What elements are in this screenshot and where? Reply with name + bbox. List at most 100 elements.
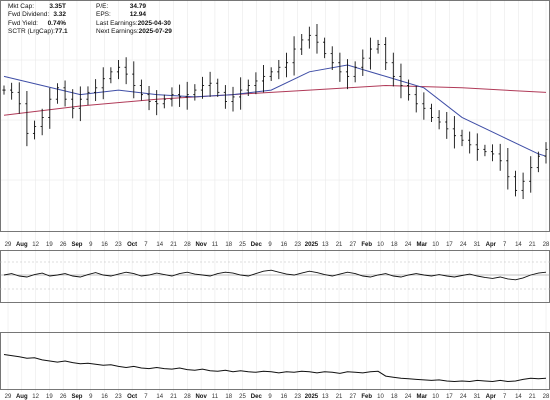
x-tick-label: 13	[322, 394, 329, 400]
price-bar	[2, 85, 6, 95]
price-bar	[78, 86, 82, 122]
price-bar	[132, 61, 136, 99]
x-tick-label: 14	[515, 394, 522, 400]
x-tick-label: 9	[268, 394, 272, 400]
x-tick-label: 21	[529, 242, 536, 248]
x-tick-label: 11	[212, 242, 219, 248]
x-tick-label: 2025	[305, 394, 319, 400]
price-bar	[239, 77, 243, 110]
price-bar	[71, 89, 75, 119]
x-tick-label: 21	[336, 394, 343, 400]
x-tick-label: 18	[391, 242, 398, 248]
price-bar	[406, 79, 411, 101]
price-bar	[155, 90, 159, 116]
stats-panel-left: Mkt Cap: 3.35T Fwd Dividend: 3.32 Fwd Yiel…	[8, 3, 68, 37]
x-tick-label: 16	[101, 394, 108, 400]
x-tick-label: 29	[5, 394, 12, 400]
price-bar	[300, 33, 304, 55]
x-tick-label: Aug	[16, 242, 28, 248]
x-tick-label: Oct	[127, 394, 137, 400]
price-bar	[353, 61, 357, 83]
stat-market-cap: Mkt Cap: 3.35T	[8, 3, 66, 10]
x-tick-label: 14	[156, 242, 163, 248]
price-bar	[345, 59, 350, 90]
x-axis-ticks: 29 Aug 12 19 26 Sep 9 16 23 Oct 7 14 21 28 Nov 11 18 25 De…	[5, 242, 550, 248]
price-bar	[254, 72, 258, 95]
x-tick-label: 10	[432, 394, 439, 400]
price-bar	[170, 87, 174, 107]
price-bar	[315, 23, 319, 54]
price-bar	[399, 63, 403, 99]
x-tick-label: 16	[281, 394, 288, 400]
x-tick-label: 18	[391, 394, 398, 400]
x-tick-label: 23	[294, 242, 301, 248]
x-tick-label: 19	[46, 394, 53, 400]
x-tick-label: 9	[89, 394, 93, 400]
indicator-1-line	[3, 269, 547, 281]
x-tick-label: 26	[60, 242, 67, 248]
price-bar	[330, 46, 334, 71]
price-bar	[437, 110, 441, 130]
price-bar	[116, 59, 121, 80]
stats-panel-right: P/E: 34.79 EPS: 12.94 Last Earnings: 2025-0…	[96, 3, 172, 37]
price-bar	[40, 108, 44, 136]
indicator-2-line	[3, 354, 547, 383]
price-bar	[261, 65, 266, 93]
price-bar	[414, 85, 418, 113]
ma-long-line	[3, 84, 547, 116]
x-tick-label: 11	[212, 394, 219, 400]
x-tick-label: 17	[446, 394, 453, 400]
stat-sctr: SCTR (LrgCap): 77.1	[8, 28, 68, 36]
x-tick-label: 28	[543, 394, 550, 400]
x-tick-label: Feb	[361, 394, 372, 400]
price-bar	[32, 120, 37, 140]
price-bar	[422, 92, 426, 120]
x-tick-label: Mar	[417, 242, 428, 248]
moving-averages	[3, 64, 547, 157]
price-bar	[376, 39, 380, 54]
price-bar	[48, 87, 52, 129]
x-tick-label: Mar	[417, 394, 428, 400]
price-bar	[63, 80, 67, 107]
x-tick-label: 7	[144, 394, 148, 400]
x-tick-label: 21	[170, 242, 177, 248]
x-tick-label: 28	[184, 242, 191, 248]
x-tick-label: 10	[377, 394, 384, 400]
x-tick-label: 24	[460, 394, 467, 400]
x-tick-label: Sep	[71, 242, 82, 248]
ma-short-line	[3, 64, 547, 157]
x-tick-label: Nov	[195, 242, 207, 248]
price-bar	[193, 84, 197, 101]
price-bar	[17, 82, 21, 114]
price-bar	[139, 79, 144, 101]
x-tick-label: 25	[239, 242, 246, 248]
stat-fwd-yield: Fwd Yield: 0.74%	[8, 19, 66, 27]
x-tick-label: 24	[405, 394, 412, 400]
x-tick-label: 23	[115, 242, 122, 248]
price-bar	[124, 57, 128, 85]
price-bar	[368, 37, 373, 70]
price-bar	[147, 85, 151, 111]
price-bar	[445, 111, 449, 139]
x-tick-label: 7	[503, 242, 507, 248]
price-bar	[513, 170, 518, 197]
price-bar	[529, 156, 533, 193]
stat-pe: P/E: 34.79	[96, 3, 146, 10]
stat-next-earnings: Next Earnings: 2025-07-29	[96, 28, 172, 36]
x-tick-label: Apr	[486, 394, 497, 400]
x-tick-label: 7	[144, 242, 148, 248]
x-tick-label: 2025	[305, 242, 319, 248]
x-tick-label: 29	[5, 242, 12, 248]
x-tick-label: 28	[543, 242, 550, 248]
price-bars	[2, 23, 548, 200]
price-bar	[185, 81, 189, 110]
price-bar	[452, 116, 456, 149]
x-tick-label: 17	[446, 242, 453, 248]
x-tick-label: Sep	[71, 394, 82, 400]
price-pane-frame	[0, 0, 550, 232]
price-bar	[483, 144, 487, 157]
price-bar	[101, 67, 105, 100]
price-bar	[429, 103, 434, 122]
x-tick-label: 28	[184, 394, 191, 400]
